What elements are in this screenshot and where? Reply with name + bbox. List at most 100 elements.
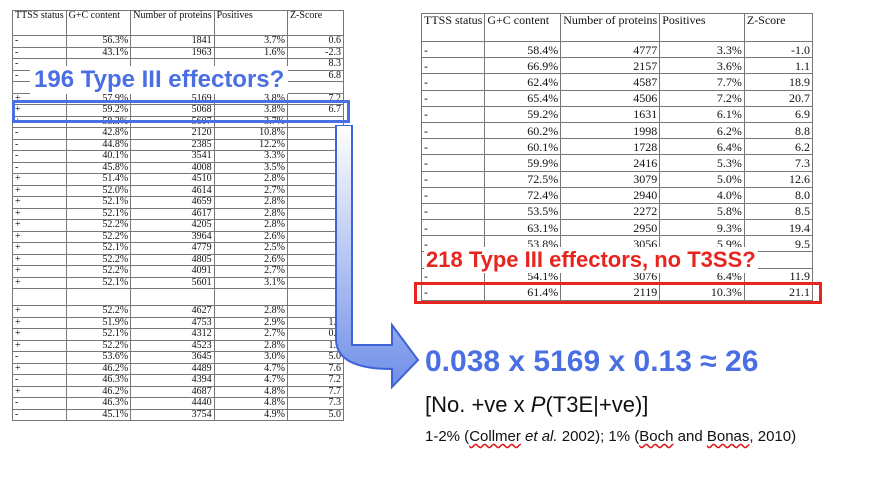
- table-cell: 45.8%: [65, 161, 132, 174]
- table-cell: +: [12, 253, 67, 266]
- table-cell: 4659: [130, 196, 215, 209]
- table-cell: +: [12, 362, 67, 375]
- formula-p: P: [530, 392, 546, 417]
- table-cell: 5.0%: [659, 170, 745, 188]
- references-text: 1-2% (Collmer et al. 2002); 1% (Boch and…: [425, 428, 796, 445]
- table-cell: -: [12, 150, 67, 163]
- table-cell: -: [420, 57, 486, 75]
- table-cell: 9.3%: [659, 219, 745, 237]
- table-cell: 2.8%: [213, 305, 288, 318]
- table-cell: 1963: [130, 46, 215, 59]
- table-cell: 4394: [130, 374, 215, 387]
- refs-part3: and: [673, 428, 707, 445]
- refs-boch: Boch: [639, 428, 674, 445]
- table-cell: 4.0%: [659, 186, 745, 204]
- table-cell: 2.8%: [213, 219, 288, 232]
- table-cell: 2940: [560, 186, 661, 204]
- table-cell: 4510: [130, 173, 215, 186]
- table-row: +52.1% 4659 2.8%: [12, 196, 345, 209]
- table-cell: 1.1: [743, 57, 814, 75]
- table-cell: 40.1%: [65, 150, 132, 163]
- table-cell: 12.2%: [213, 138, 288, 151]
- table-row: -63.1% 2950 9.3% 19.4: [420, 219, 814, 237]
- table-cell: -: [12, 46, 67, 59]
- table-cell: -: [420, 89, 486, 107]
- table-cell: 72.4%: [484, 186, 562, 204]
- table-cell: 60.1%: [484, 138, 562, 156]
- table-cell: 4627: [130, 305, 215, 318]
- table-row: +52.1% 4617 2.8%: [12, 207, 345, 220]
- table-row: +51.9% 4753 2.9% 1.9: [12, 316, 345, 329]
- table-cell: 52.2%: [65, 230, 132, 243]
- refs-etal: et al.: [520, 428, 558, 445]
- table-cell: [286, 81, 345, 94]
- table-row: -40.1% 3541 3.3%: [12, 150, 345, 163]
- table-row: +52.2% 4523 2.8% 1.8: [12, 339, 345, 352]
- table-cell: 52.2%: [65, 339, 132, 352]
- table-row: -60.2% 1998 6.2% 8.8: [420, 121, 814, 140]
- table-cell: 2157: [560, 57, 661, 75]
- table-cell: 1728: [560, 138, 661, 156]
- table-cell: 7.3: [743, 154, 814, 172]
- table-cell: 4489: [130, 362, 215, 375]
- table-cell: 3.3%: [659, 40, 745, 59]
- table-row: -45.8% 4008 3.5%: [12, 161, 345, 174]
- table-cell: 4587: [560, 73, 661, 91]
- table-row: -46.3% 4394 4.7% 7.2: [12, 374, 345, 387]
- table-cell: 44.8%: [65, 138, 132, 151]
- table-cell: 52.1%: [65, 328, 132, 341]
- table-cell: 51.9%: [65, 316, 132, 329]
- refs-part4: , 2010): [749, 428, 797, 445]
- table-row: +46.2% 4687 4.8% 7.7: [12, 385, 345, 398]
- table-cell: -: [420, 170, 486, 188]
- table-cell: -: [12, 127, 67, 140]
- table-cell: 43.1%: [65, 46, 132, 59]
- table-cell: 4614: [130, 184, 215, 197]
- table-cell: 62.4%: [484, 73, 562, 91]
- right-table-header: TTSS status G+C content Number of protei…: [420, 13, 814, 42]
- header-gc-content: G+C content: [484, 13, 562, 42]
- table-row: -62.4% 4587 7.7% 18.9: [420, 73, 814, 91]
- blue-highlight-box: [12, 100, 350, 123]
- table-cell: -1.0: [743, 40, 814, 59]
- table-cell: 58.4%: [484, 40, 562, 59]
- table-cell: [65, 288, 132, 306]
- table-cell: 8.3: [286, 58, 345, 71]
- table-cell: 59.2%: [484, 105, 562, 123]
- table-cell: 2.6%: [213, 253, 288, 266]
- table-cell: [130, 288, 215, 306]
- table-cell: 6.8: [286, 69, 345, 82]
- formula-open: [No. +ve x: [425, 392, 531, 417]
- table-cell: 3754: [130, 408, 215, 421]
- table-cell: 4.7%: [213, 374, 288, 387]
- table-cell: +: [12, 265, 67, 278]
- table-row: +52.2% 4805 2.6%: [12, 253, 345, 266]
- table-row: -65.4% 4506 7.2% 20.7: [420, 89, 814, 107]
- table-cell: -: [12, 397, 67, 410]
- header-positives: Positives: [213, 10, 288, 36]
- table-cell: +: [12, 276, 67, 289]
- header-gc-content: G+C content: [65, 10, 132, 36]
- table-cell: 6.9: [743, 105, 814, 123]
- table-cell: [213, 288, 288, 306]
- table-cell: 2.9%: [213, 316, 288, 329]
- table-cell: 5.3%: [659, 154, 745, 172]
- table-cell: 2120: [130, 127, 215, 140]
- left-table-header: TTSS status G+C content Number of protei…: [12, 10, 345, 36]
- table-row: -72.5% 3079 5.0% 12.6: [420, 170, 814, 188]
- table-row: -60.1% 1728 6.4% 6.2: [420, 138, 814, 156]
- table-cell: 4205: [130, 219, 215, 232]
- table-row: -59.2% 1631 6.1% 6.9: [420, 105, 814, 123]
- table-row: -61.4% 2119 10.3% 21.1: [420, 283, 814, 302]
- table-cell: 8.0: [743, 186, 814, 204]
- table-cell: 20.7: [743, 89, 814, 107]
- table-cell: 2.8%: [213, 173, 288, 186]
- table-cell: 2272: [560, 202, 661, 221]
- table-cell: 4687: [130, 385, 215, 398]
- table-cell: 19.4: [743, 219, 814, 237]
- table-cell: 8.8: [743, 121, 814, 140]
- table-cell: -: [12, 408, 67, 421]
- table-cell: -: [420, 105, 486, 123]
- table-cell: -: [420, 40, 486, 59]
- table-cell: 18.9: [743, 73, 814, 91]
